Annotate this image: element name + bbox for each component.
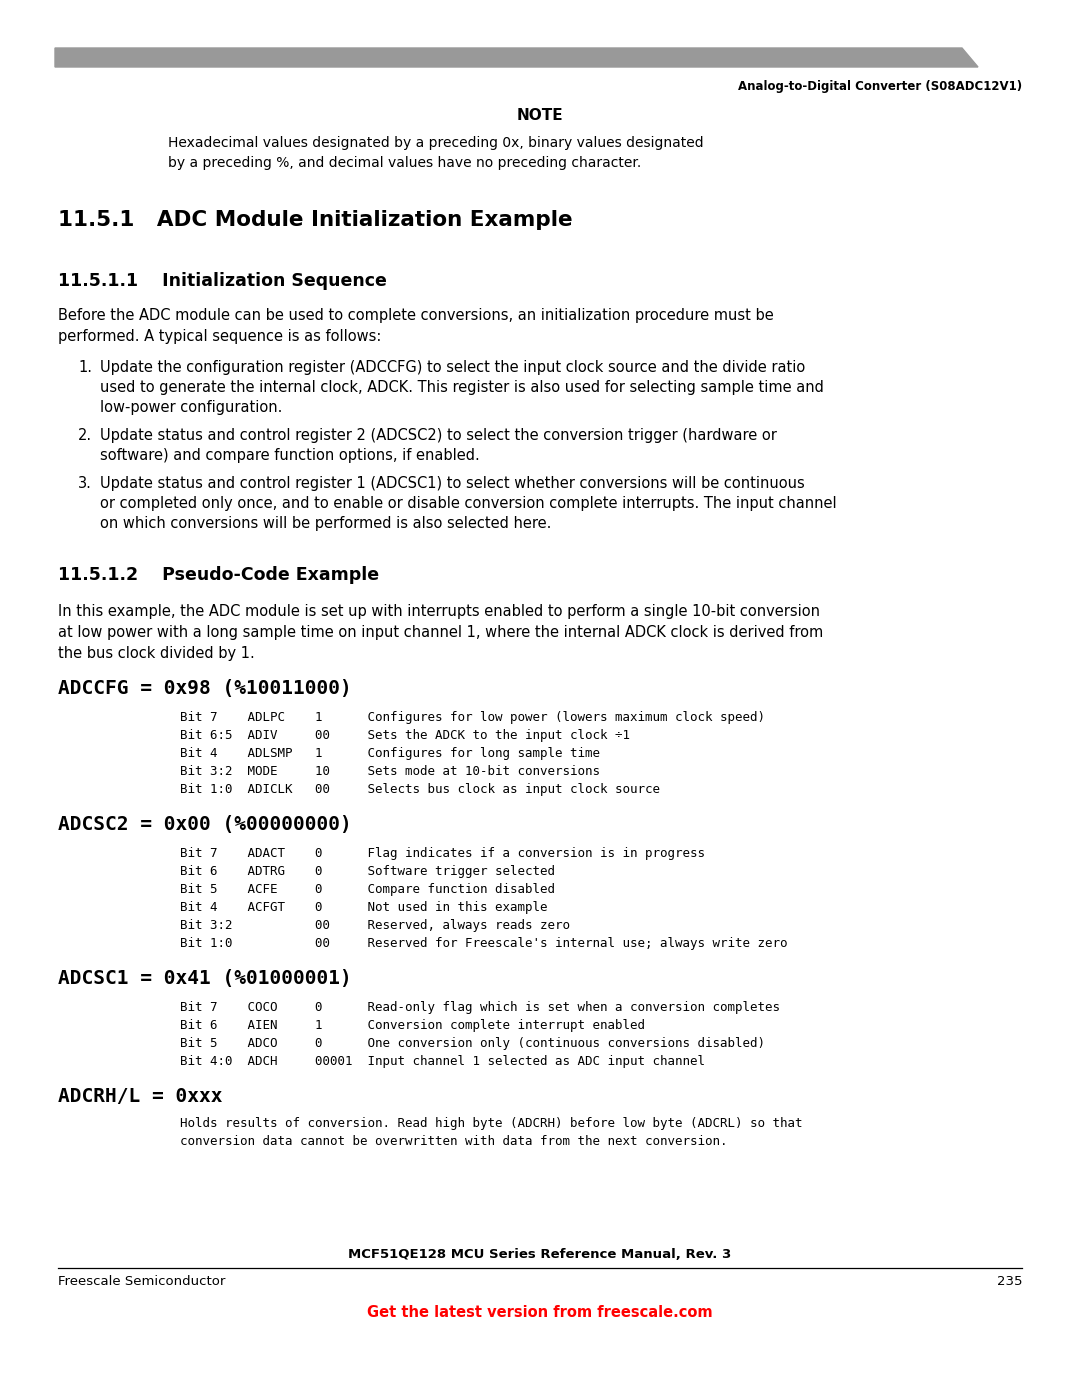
Text: 235: 235 <box>997 1275 1022 1288</box>
Text: Freescale Semiconductor: Freescale Semiconductor <box>58 1275 226 1288</box>
Text: Bit 6    ADTRG    0      Software trigger selected: Bit 6 ADTRG 0 Software trigger selected <box>150 865 555 877</box>
Text: Bit 7    ADACT    0      Flag indicates if a conversion is in progress: Bit 7 ADACT 0 Flag indicates if a conver… <box>150 847 705 861</box>
Text: ADCSC1 = 0x41 (%01000001): ADCSC1 = 0x41 (%01000001) <box>58 970 352 988</box>
Text: Analog-to-Digital Converter (S08ADC12V1): Analog-to-Digital Converter (S08ADC12V1) <box>738 80 1022 94</box>
Text: Bit 5    ADCO     0      One conversion only (continuous conversions disabled): Bit 5 ADCO 0 One conversion only (contin… <box>150 1037 765 1051</box>
Text: NOTE: NOTE <box>516 108 564 123</box>
Text: Hexadecimal values designated by a preceding 0x, binary values designated: Hexadecimal values designated by a prece… <box>168 136 704 149</box>
Text: 3.: 3. <box>78 476 92 490</box>
Text: Bit 6    AIEN     1      Conversion complete interrupt enabled: Bit 6 AIEN 1 Conversion complete interru… <box>150 1018 645 1032</box>
Text: Bit 4    ADLSMP   1      Configures for long sample time: Bit 4 ADLSMP 1 Configures for long sampl… <box>150 747 600 760</box>
Text: Bit 6:5  ADIV     00     Sets the ADCK to the input clock ÷1: Bit 6:5 ADIV 00 Sets the ADCK to the inp… <box>150 729 630 742</box>
Text: Bit 4:0  ADCH     00001  Input channel 1 selected as ADC input channel: Bit 4:0 ADCH 00001 Input channel 1 selec… <box>150 1055 705 1067</box>
Text: Bit 3:2  MODE     10     Sets mode at 10-bit conversions: Bit 3:2 MODE 10 Sets mode at 10-bit conv… <box>150 766 600 778</box>
Text: Update status and control register 1 (ADCSC1) to select whether conversions will: Update status and control register 1 (AD… <box>100 476 805 490</box>
Text: ADCRH/L = 0xxx: ADCRH/L = 0xxx <box>58 1087 222 1106</box>
Text: by a preceding %, and decimal values have no preceding character.: by a preceding %, and decimal values hav… <box>168 156 642 170</box>
Text: 11.5.1   ADC Module Initialization Example: 11.5.1 ADC Module Initialization Example <box>58 210 572 231</box>
Text: 2.: 2. <box>78 427 92 443</box>
Text: used to generate the internal clock, ADCK. This register is also used for select: used to generate the internal clock, ADC… <box>100 380 824 395</box>
Text: 11.5.1.1    Initialization Sequence: 11.5.1.1 Initialization Sequence <box>58 272 387 291</box>
Text: at low power with a long sample time on input channel 1, where the internal ADCK: at low power with a long sample time on … <box>58 624 823 640</box>
Text: Bit 3:2           00     Reserved, always reads zero: Bit 3:2 00 Reserved, always reads zero <box>150 919 570 932</box>
Text: conversion data cannot be overwritten with data from the next conversion.: conversion data cannot be overwritten wi… <box>150 1134 728 1148</box>
Polygon shape <box>55 47 978 67</box>
Text: Bit 7    ADLPC    1      Configures for low power (lowers maximum clock speed): Bit 7 ADLPC 1 Configures for low power (… <box>150 711 765 724</box>
Text: Bit 1:0  ADICLK   00     Selects bus clock as input clock source: Bit 1:0 ADICLK 00 Selects bus clock as i… <box>150 782 660 796</box>
Text: In this example, the ADC module is set up with interrupts enabled to perform a s: In this example, the ADC module is set u… <box>58 604 820 619</box>
Text: Bit 1:0           00     Reserved for Freescale's internal use; always write zer: Bit 1:0 00 Reserved for Freescale's inte… <box>150 937 787 950</box>
Text: MCF51QE128 MCU Series Reference Manual, Rev. 3: MCF51QE128 MCU Series Reference Manual, … <box>349 1248 731 1261</box>
Text: Holds results of conversion. Read high byte (ADCRH) before low byte (ADCRL) so t: Holds results of conversion. Read high b… <box>150 1118 802 1130</box>
Text: Update status and control register 2 (ADCSC2) to select the conversion trigger (: Update status and control register 2 (AD… <box>100 427 777 443</box>
Text: Bit 4    ACFGT    0      Not used in this example: Bit 4 ACFGT 0 Not used in this example <box>150 901 548 914</box>
Text: ADCSC2 = 0x00 (%00000000): ADCSC2 = 0x00 (%00000000) <box>58 814 352 834</box>
Text: the bus clock divided by 1.: the bus clock divided by 1. <box>58 645 255 661</box>
Text: performed. A typical sequence is as follows:: performed. A typical sequence is as foll… <box>58 330 381 344</box>
Text: on which conversions will be performed is also selected here.: on which conversions will be performed i… <box>100 515 552 531</box>
Text: low-power configuration.: low-power configuration. <box>100 400 282 415</box>
Text: Bit 7    COCO     0      Read-only flag which is set when a conversion completes: Bit 7 COCO 0 Read-only flag which is set… <box>150 1002 780 1014</box>
Text: or completed only once, and to enable or disable conversion complete interrupts.: or completed only once, and to enable or… <box>100 496 837 511</box>
Text: software) and compare function options, if enabled.: software) and compare function options, … <box>100 448 480 462</box>
Text: Get the latest version from freescale.com: Get the latest version from freescale.co… <box>367 1305 713 1320</box>
Text: Before the ADC module can be used to complete conversions, an initialization pro: Before the ADC module can be used to com… <box>58 307 773 323</box>
Text: 11.5.1.2    Pseudo-Code Example: 11.5.1.2 Pseudo-Code Example <box>58 566 379 584</box>
Text: Bit 5    ACFE     0      Compare function disabled: Bit 5 ACFE 0 Compare function disabled <box>150 883 555 895</box>
Text: 1.: 1. <box>78 360 92 374</box>
Text: ADCCFG = 0x98 (%10011000): ADCCFG = 0x98 (%10011000) <box>58 679 352 698</box>
Text: Update the configuration register (ADCCFG) to select the input clock source and : Update the configuration register (ADCCF… <box>100 360 806 374</box>
